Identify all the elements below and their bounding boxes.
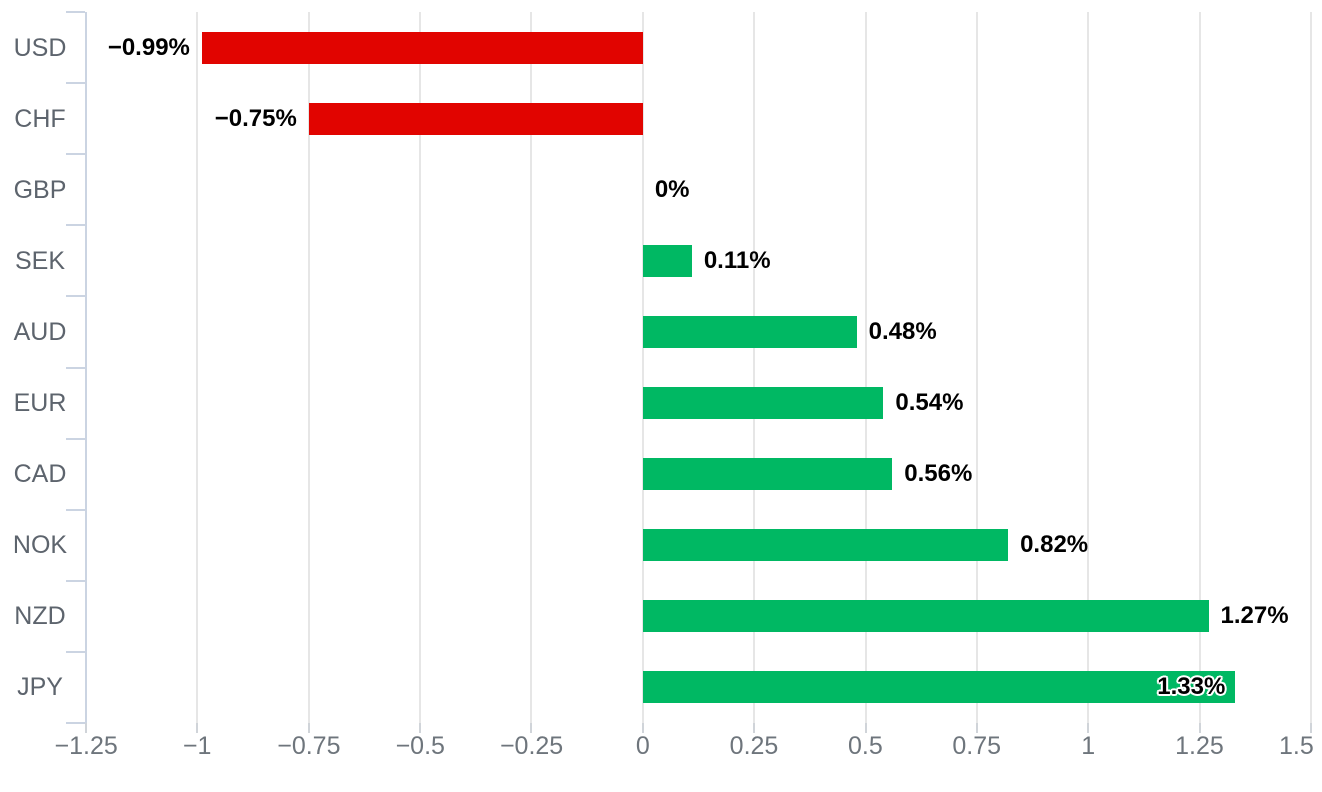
category-label-NZD: NZD bbox=[14, 602, 66, 631]
value-label-NOK: 0.82% bbox=[1020, 531, 1089, 559]
category-boundary-tick bbox=[66, 153, 85, 156]
value-label-SEK: 0.11% bbox=[703, 246, 771, 274]
x-axis-tick bbox=[1087, 723, 1090, 733]
bar-AUD bbox=[642, 315, 857, 348]
x-axis-tick bbox=[753, 723, 756, 733]
bars-layer bbox=[86, 12, 1311, 723]
gridline bbox=[307, 12, 310, 723]
category-label-EUR: EUR bbox=[13, 389, 67, 418]
bar-SEK bbox=[642, 244, 692, 277]
category-boundary-tick bbox=[66, 366, 85, 369]
category-boundary-tick bbox=[66, 508, 85, 511]
bar-USD bbox=[201, 31, 643, 64]
gridline bbox=[641, 12, 644, 723]
category-label-CAD: CAD bbox=[13, 460, 67, 489]
bar-NZD bbox=[642, 600, 1209, 633]
value-label-EUR: 0.54% bbox=[895, 389, 964, 417]
x-tick-label: 0.25 bbox=[729, 732, 779, 760]
category-label-SEK: SEK bbox=[14, 246, 66, 275]
bar-CHF bbox=[308, 102, 643, 135]
x-tick-label: −0.25 bbox=[499, 732, 564, 760]
gridline bbox=[1198, 12, 1201, 723]
gridline bbox=[1087, 12, 1090, 723]
gridline bbox=[975, 12, 978, 723]
x-axis-tick bbox=[975, 723, 978, 733]
plot-area: −0.99% −0.75% 0% 0.11% 0.48% 0.54% 0.56% 0.82% 1… bbox=[66, 11, 1312, 733]
bar-NOK bbox=[642, 529, 1009, 562]
value-label-USD: −0.99% bbox=[107, 33, 190, 61]
category-boundary-tick bbox=[66, 437, 85, 440]
category-label-AUD: AUD bbox=[13, 317, 67, 346]
value-label-NZD: 1.27% bbox=[1220, 602, 1289, 630]
category-label-NOK: NOK bbox=[12, 531, 68, 560]
category-boundary-tick bbox=[66, 82, 85, 85]
x-axis-tick bbox=[419, 723, 422, 733]
category-boundary-tick bbox=[66, 295, 85, 298]
bar-EUR bbox=[642, 387, 884, 420]
x-tick-label: −1 bbox=[182, 732, 212, 760]
value-label-CAD: 0.56% bbox=[904, 460, 973, 488]
x-axis-tick bbox=[1310, 723, 1312, 733]
value-label-JPY: 1.33% bbox=[1157, 673, 1226, 701]
value-label-CHF: −0.75% bbox=[214, 104, 297, 132]
x-axis-tick bbox=[641, 723, 644, 733]
x-axis-tick bbox=[85, 723, 87, 733]
gridline bbox=[530, 12, 533, 723]
value-label-AUD: 0.48% bbox=[868, 317, 937, 345]
gridline bbox=[419, 12, 422, 723]
x-axis-tick bbox=[196, 723, 199, 733]
category-boundary-tick bbox=[66, 722, 85, 724]
x-tick-label: 0.75 bbox=[952, 732, 1002, 760]
x-axis-tick bbox=[1198, 723, 1201, 733]
gridline bbox=[196, 12, 199, 723]
category-axis-line bbox=[85, 12, 87, 723]
gridline bbox=[753, 12, 756, 723]
bar-JPY bbox=[642, 671, 1236, 704]
x-tick-label: 1 bbox=[1081, 732, 1096, 760]
category-boundary-tick bbox=[66, 224, 85, 227]
x-tick-label: 1.5 bbox=[1279, 732, 1314, 760]
category-boundary-tick bbox=[66, 650, 85, 653]
x-tick-label: −0.5 bbox=[395, 732, 445, 760]
gridline bbox=[864, 12, 867, 723]
x-tick-label: 1.25 bbox=[1175, 732, 1224, 760]
x-tick-label: 0.5 bbox=[848, 732, 883, 760]
x-tick-label: 0 bbox=[635, 732, 650, 760]
gridline bbox=[1310, 12, 1312, 723]
category-label-CHF: CHF bbox=[14, 104, 66, 133]
category-boundary-tick bbox=[66, 11, 85, 13]
x-tick-label: −0.75 bbox=[277, 732, 341, 760]
x-axis-tick bbox=[307, 723, 310, 733]
grid-layer bbox=[85, 12, 1312, 723]
bar-CAD bbox=[642, 458, 893, 491]
category-ticks-layer bbox=[66, 11, 1311, 724]
x-axis-tick bbox=[864, 723, 867, 733]
category-label-USD: USD bbox=[13, 33, 67, 62]
value-labels-layer: −0.99% −0.75% 0% 0.11% 0.48% 0.54% 0.56% 0.82% 1… bbox=[86, 12, 1311, 723]
category-boundary-tick bbox=[66, 579, 85, 582]
x-tick-label: −1.25 bbox=[54, 732, 118, 760]
category-label-JPY: JPY bbox=[17, 673, 63, 702]
x-axis-tick bbox=[530, 723, 533, 733]
value-label-GBP: 0% bbox=[654, 175, 690, 203]
category-label-GBP: GBP bbox=[13, 175, 67, 204]
